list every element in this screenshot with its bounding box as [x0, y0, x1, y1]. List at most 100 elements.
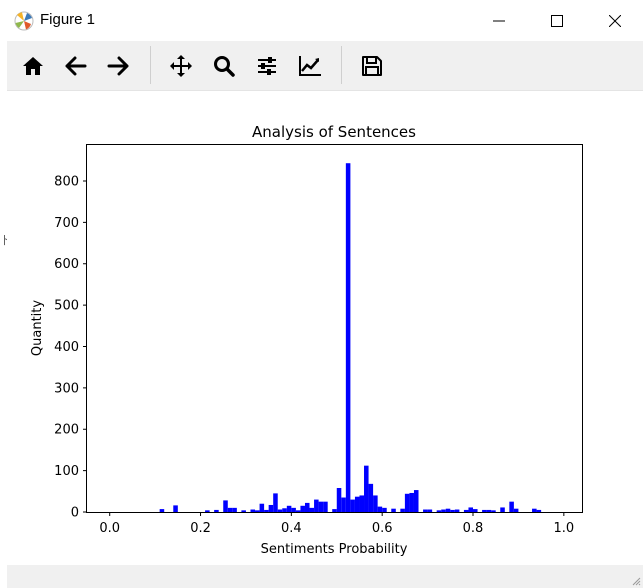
x-tick-label: 1.0 — [553, 521, 574, 536]
histogram-bar — [223, 500, 228, 512]
minimize-icon — [493, 20, 505, 21]
histogram-bar — [173, 505, 178, 512]
zoom-button[interactable] — [207, 49, 241, 83]
forward-button[interactable] — [101, 49, 135, 83]
histogram-bar — [345, 163, 351, 512]
y-tick-label: 100 — [54, 464, 79, 479]
histogram-bar — [314, 499, 319, 512]
back-button[interactable] — [59, 49, 93, 83]
histogram-bar — [341, 497, 346, 512]
save-floppy-icon — [362, 56, 382, 76]
x-tick-label: 0.0 — [99, 521, 120, 536]
window-left-edge — [0, 41, 7, 588]
y-tick-label: 300 — [54, 381, 79, 396]
histogram-bar — [536, 509, 542, 512]
histogram-bar — [368, 483, 374, 512]
bar-group — [159, 163, 542, 512]
histogram-bar — [441, 509, 446, 512]
histogram-bar — [309, 507, 315, 512]
histogram-bar — [332, 509, 337, 512]
status-bar — [7, 565, 643, 588]
edit-axis-button[interactable] — [293, 49, 327, 83]
histogram-bar — [445, 508, 451, 512]
y-tick-label: 600 — [54, 257, 79, 272]
histogram-bar — [423, 509, 428, 512]
histogram-bar — [295, 510, 301, 512]
save-button[interactable] — [355, 49, 389, 83]
x-tick-label: 0.8 — [463, 521, 484, 536]
histogram-bar — [454, 509, 460, 512]
matplotlib-logo-icon — [14, 11, 34, 31]
histogram-bar — [354, 496, 360, 512]
configure-subplots-icon — [258, 57, 276, 75]
histogram-bar — [486, 509, 492, 512]
histogram-bar — [509, 501, 514, 512]
axes-frame — [86, 144, 583, 513]
zoom-magnifier-icon — [214, 56, 235, 77]
histogram-bar — [427, 509, 433, 512]
histogram-bar — [364, 465, 369, 512]
y-axis-label: Quantity — [30, 300, 45, 356]
histogram-bar — [404, 493, 410, 512]
histogram-bar — [268, 504, 274, 512]
histogram-bar — [159, 509, 165, 512]
close-button[interactable] — [586, 0, 643, 41]
histogram-bar — [400, 508, 405, 512]
figure-canvas[interactable]: Analysis of Sentences 0 100 200 300 400 500 60… — [7, 91, 643, 565]
histogram-bar — [413, 490, 419, 512]
forward-arrow-icon — [107, 56, 129, 76]
y-tick-label: 500 — [54, 299, 79, 314]
y-tick-label: 0 — [71, 506, 79, 521]
histogram-bar — [273, 493, 278, 512]
edit-axis-icon — [299, 56, 321, 76]
navigation-toolbar — [7, 41, 643, 91]
histogram-bar — [482, 509, 487, 512]
histogram-chart: Analysis of Sentences 0 100 200 300 400 500 60… — [30, 123, 583, 557]
configure-subplots-button[interactable] — [250, 49, 284, 83]
histogram-bar — [377, 506, 383, 512]
x-tick-label: 0.6 — [372, 521, 393, 536]
histogram-bar — [373, 495, 378, 512]
histogram-bar — [282, 508, 287, 512]
maximize-icon — [551, 14, 563, 27]
y-tick-label: 800 — [54, 174, 79, 189]
histogram-bar — [300, 505, 305, 512]
histogram-bar — [463, 509, 469, 512]
histogram-bar — [391, 508, 396, 512]
back-arrow-icon — [65, 56, 87, 76]
histogram-bar — [318, 501, 324, 512]
x-axis-ticks: 0.0 0.2 0.4 0.6 0.8 1.0 — [99, 512, 574, 536]
histogram-bar — [214, 509, 219, 512]
histogram-bar — [286, 505, 292, 512]
histogram-bar — [513, 508, 519, 512]
chart-title: Analysis of Sentences — [252, 123, 416, 141]
side-edge-glyph: 卜 — [0, 234, 11, 247]
histogram-bar — [473, 509, 478, 512]
x-tick-label: 0.4 — [281, 521, 302, 536]
histogram-bar — [232, 507, 237, 512]
maximize-button[interactable] — [528, 0, 586, 41]
close-icon — [609, 14, 621, 27]
home-button[interactable] — [16, 49, 50, 83]
histogram-bar — [250, 509, 256, 512]
x-tick-label: 0.2 — [190, 521, 211, 536]
histogram-bar — [304, 502, 310, 512]
title-bar: Figure 1 — [0, 0, 643, 41]
pan-move-icon — [170, 55, 192, 77]
histogram-bar — [336, 488, 342, 512]
histogram-bar — [323, 501, 328, 512]
minimize-button[interactable] — [470, 0, 528, 41]
y-axis-ticks: 0 100 200 300 400 500 600 700 800 — [54, 174, 87, 521]
histogram-bar — [436, 510, 442, 512]
resize-grip-icon[interactable] — [631, 576, 641, 586]
histogram-bar — [259, 503, 265, 512]
histogram-bar — [468, 507, 474, 512]
y-tick-label: 700 — [54, 216, 79, 231]
x-axis-label: Sentiments Probability — [261, 542, 408, 557]
histogram-bar — [500, 507, 505, 512]
histogram-bar — [205, 510, 210, 512]
histogram-bar — [277, 509, 283, 512]
toolbar-separator — [341, 46, 342, 84]
pan-button[interactable] — [164, 49, 198, 83]
